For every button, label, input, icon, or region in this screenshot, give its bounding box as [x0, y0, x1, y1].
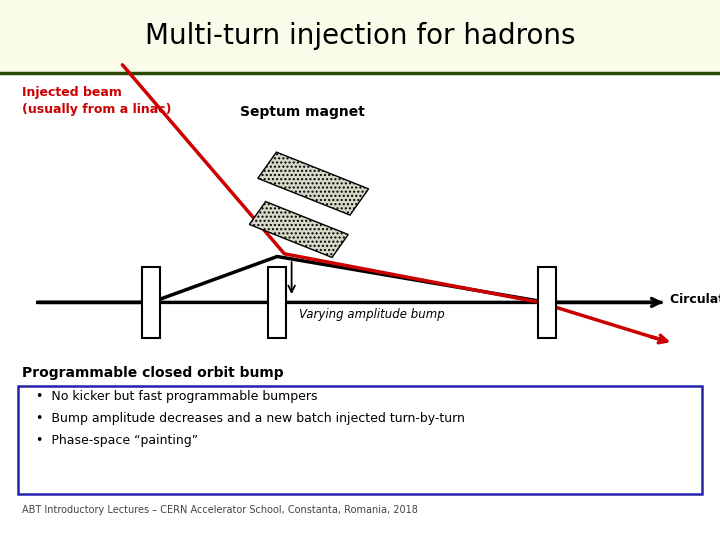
Text: •  Phase-space “painting”: • Phase-space “painting”	[36, 434, 198, 447]
Text: Circulating beam: Circulating beam	[670, 293, 720, 306]
Polygon shape	[258, 152, 369, 215]
Text: Varying amplitude bump: Varying amplitude bump	[299, 308, 444, 321]
Text: Programmable closed orbit bump: Programmable closed orbit bump	[22, 366, 283, 380]
Text: ABT Introductory Lectures – CERN Accelerator School, Constanta, Romania, 2018: ABT Introductory Lectures – CERN Acceler…	[22, 505, 418, 515]
Text: Multi-turn injection for hadrons: Multi-turn injection for hadrons	[145, 23, 575, 50]
Bar	[268, 267, 287, 338]
Text: •  No kicker but fast programmable bumpers: • No kicker but fast programmable bumper…	[36, 390, 318, 403]
Bar	[142, 267, 160, 338]
FancyBboxPatch shape	[18, 386, 702, 494]
Bar	[0, 0, 720, 73]
Text: •  Bump amplitude decreases and a new batch injected turn-by-turn: • Bump amplitude decreases and a new bat…	[36, 412, 465, 425]
Text: Injected beam
(usually from a linac): Injected beam (usually from a linac)	[22, 86, 171, 117]
Text: Septum magnet: Septum magnet	[240, 105, 365, 119]
Polygon shape	[249, 201, 348, 258]
Bar	[539, 267, 557, 338]
